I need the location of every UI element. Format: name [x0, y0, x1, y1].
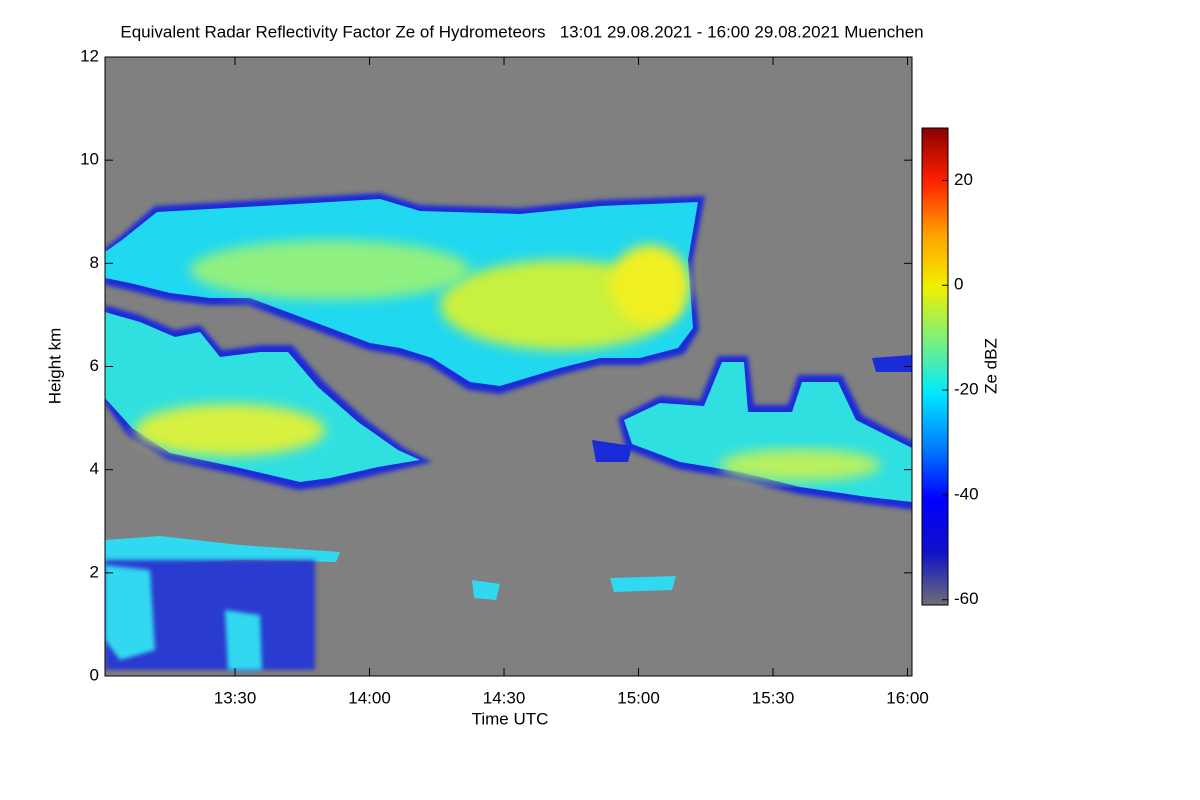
- radar-echoes: [105, 193, 912, 670]
- y-tick-label: 2: [90, 562, 99, 581]
- colorbar-tick-label: 0: [954, 275, 963, 294]
- x-axis-label: Time UTC: [472, 709, 549, 728]
- x-tick-label: 14:00: [348, 688, 391, 707]
- x-tick-label: 14:30: [483, 688, 526, 707]
- echo-outline: [592, 355, 912, 462]
- y-tick-label: 0: [90, 665, 99, 684]
- y-tick-label: 8: [90, 253, 99, 272]
- colorbar-tick-label: 20: [954, 170, 973, 189]
- echo-body: [105, 536, 340, 566]
- x-tick-label: 15:00: [617, 688, 660, 707]
- echo-core: [190, 240, 470, 300]
- echo-body: [105, 565, 262, 670]
- colorbar-tick-label: -60: [954, 589, 979, 608]
- echo-body: [472, 576, 676, 600]
- echo-core: [610, 245, 690, 325]
- y-tick-label: 4: [90, 459, 99, 478]
- y-tick-label: 12: [80, 46, 99, 65]
- x-tick-label: 15:30: [752, 688, 795, 707]
- colorbar: [921, 127, 949, 606]
- chart-title: Equivalent Radar Reflectivity Factor Ze …: [120, 22, 923, 41]
- echo-core: [720, 449, 880, 481]
- echo-core: [135, 404, 325, 456]
- colorbar-tick-label: -40: [954, 484, 979, 503]
- x-tick-label: 13:30: [214, 688, 257, 707]
- colorbar-label: Ze dBZ: [981, 338, 1000, 394]
- y-tick-label: 6: [90, 356, 99, 375]
- x-tick-label: 16:00: [886, 688, 929, 707]
- colorbar-tick-label: -20: [954, 380, 979, 399]
- y-axis-label: Height km: [45, 328, 64, 405]
- y-tick-label: 10: [80, 150, 99, 169]
